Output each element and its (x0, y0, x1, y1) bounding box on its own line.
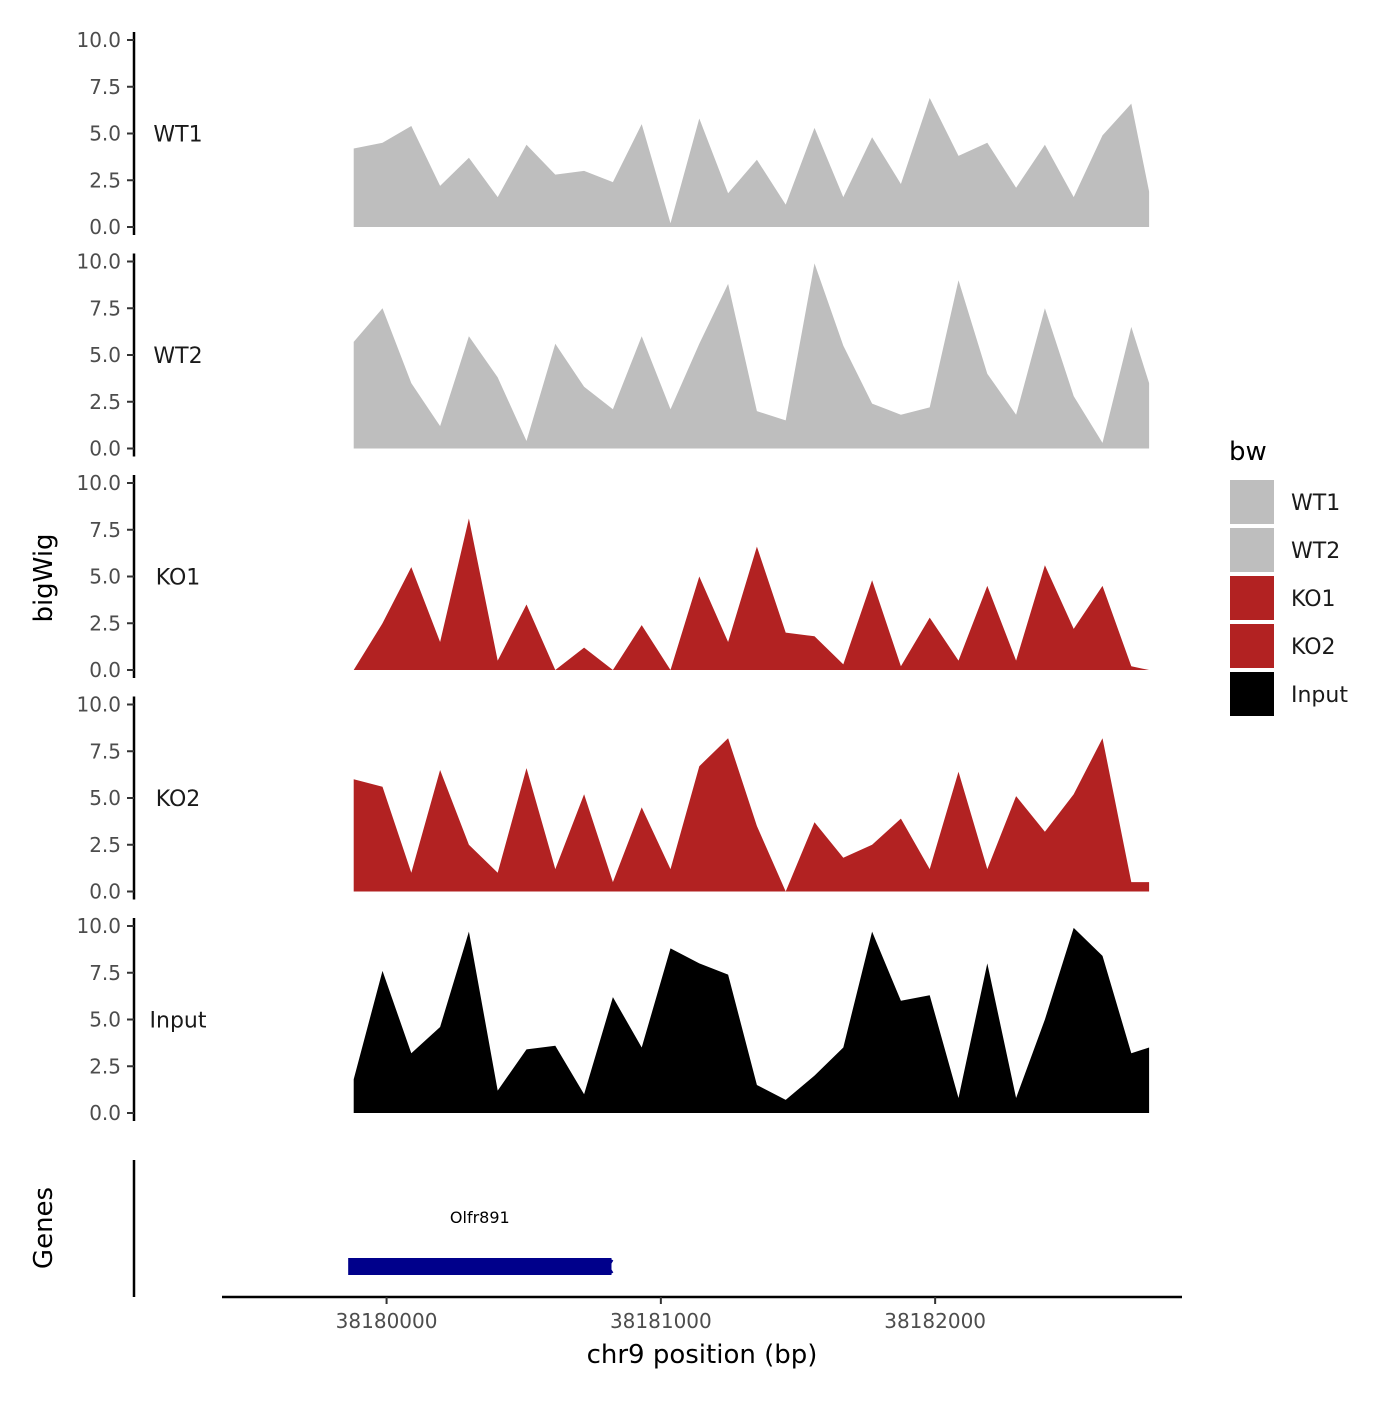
legend-item-wt1: WT1 (1230, 480, 1340, 524)
y-tick-label: 5.0 (89, 122, 121, 146)
track-label: WT1 (153, 123, 202, 148)
legend-swatch (1230, 624, 1274, 668)
y-tick-label: 7.5 (89, 75, 121, 99)
gene-body (348, 1258, 612, 1275)
legend: bw WT1 WT2 KO1 KO2 Input (1229, 437, 1348, 716)
y-tick-label: 0.0 (89, 658, 121, 682)
legend-swatch (1230, 480, 1274, 524)
y-tick-label: 2.5 (89, 168, 121, 192)
legend-title: bw (1229, 437, 1267, 467)
track-label: WT2 (153, 344, 202, 369)
legend-item-ko1: KO1 (1230, 576, 1336, 620)
y-tick-label: 0.0 (89, 1101, 121, 1125)
y-tick-label: 7.5 (89, 961, 121, 985)
strand-arrow (351, 1259, 359, 1274)
genes-axis-title: Genes (29, 1187, 59, 1269)
x-axis: 38180000 38181000 38182000 (222, 1295, 1182, 1333)
area-ko1 (353, 518, 1150, 670)
legend-swatch (1230, 528, 1274, 572)
gene-label: Olfr891 (450, 1208, 510, 1227)
track-input: 0.0 2.5 5.0 7.5 10.0 Input (76, 914, 1150, 1125)
track-ko2: 0.0 2.5 5.0 7.5 10.0 KO2 (76, 693, 1150, 904)
y-tick-label: 10.0 (76, 28, 121, 52)
y-tick-label: 5.0 (89, 1008, 121, 1032)
area-wt1 (353, 98, 1150, 227)
y-tick-label: 10.0 (76, 914, 121, 938)
legend-item-wt2: WT2 (1230, 528, 1340, 572)
y-tick-label: 10.0 (76, 693, 121, 717)
area-wt2 (353, 263, 1150, 449)
gene-olfr891: Olfr891 (348, 1208, 614, 1275)
y-tick-label: 0.0 (89, 437, 121, 461)
legend-label: KO1 (1291, 587, 1336, 612)
track-label: KO1 (156, 566, 201, 591)
area-ko2 (353, 738, 1150, 892)
strand-arrow (607, 1259, 614, 1274)
y-tick-label: 2.5 (89, 390, 121, 414)
y-tick-label: 5.0 (89, 786, 121, 810)
legend-item-input: Input (1230, 672, 1348, 716)
tracks-layer: 0.02.55.07.510.0WT10.02.55.07.510.0WT20.… (76, 28, 1150, 1125)
legend-swatch (1230, 576, 1274, 620)
y-tick-label: 10.0 (76, 471, 121, 495)
x-tick-label: 38181000 (610, 1309, 712, 1333)
y-tick-label: 2.5 (89, 1054, 121, 1078)
y-tick-label: 5.0 (89, 565, 121, 589)
x-tick-label: 38180000 (336, 1309, 438, 1333)
legend-swatch (1230, 672, 1274, 716)
track-label: KO2 (156, 787, 201, 812)
legend-label: WT2 (1291, 539, 1340, 564)
y-tick-label: 2.5 (89, 611, 121, 635)
y-tick-label: 10.0 (76, 250, 121, 274)
track-wt1: 0.0 2.5 5.0 7.5 10.0 WT1 (76, 28, 1150, 239)
legend-label: Input (1291, 683, 1348, 708)
legend-label: WT1 (1291, 491, 1340, 516)
y-axis-title: bigWig (29, 533, 59, 622)
track-wt2: 0.0 2.5 5.0 7.5 10.0 WT2 (76, 250, 1150, 461)
legend-item-ko2: KO2 (1230, 624, 1336, 668)
y-tick-label: 0.0 (89, 880, 121, 904)
track-ko1: 0.0 2.5 5.0 7.5 10.0 KO1 (76, 471, 1150, 682)
genes-layer: Olfr891 (132, 1160, 614, 1297)
y-tick-label: 7.5 (89, 739, 121, 763)
y-tick-label: 7.5 (89, 518, 121, 542)
track-label: Input (150, 1009, 207, 1034)
y-tick-label: 5.0 (89, 343, 121, 367)
x-axis-title: chr9 position (bp) (587, 1340, 818, 1370)
area-input (353, 927, 1150, 1113)
y-tick-label: 2.5 (89, 833, 121, 857)
legend-label: KO2 (1291, 635, 1336, 660)
x-tick-label: 38182000 (884, 1309, 986, 1333)
y-tick-label: 0.0 (89, 215, 121, 239)
y-tick-label: 7.5 (89, 296, 121, 320)
